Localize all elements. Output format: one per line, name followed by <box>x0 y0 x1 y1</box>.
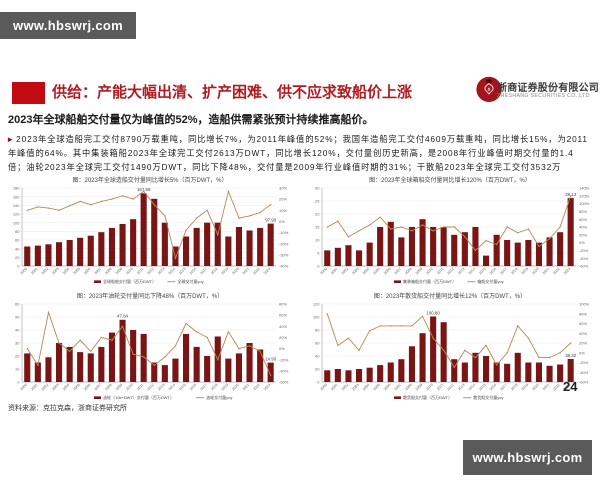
svg-text:100: 100 <box>313 315 320 320</box>
svg-text:0%: 0% <box>279 346 285 351</box>
svg-text:60: 60 <box>15 238 20 243</box>
svg-text:20%: 20% <box>279 197 287 202</box>
svg-text:50: 50 <box>15 315 20 320</box>
svg-text:40%: 40% <box>279 324 287 329</box>
svg-text:10%: 10% <box>279 208 287 213</box>
svg-text:-20%: -20% <box>279 357 289 362</box>
svg-text:-40%: -40% <box>279 369 289 374</box>
svg-text:140: 140 <box>13 203 20 208</box>
svg-text:20%: 20% <box>579 232 587 237</box>
svg-text:160: 160 <box>13 194 20 199</box>
svg-text:80: 80 <box>15 229 20 234</box>
svg-text:20: 20 <box>15 354 20 359</box>
svg-text:20: 20 <box>315 367 320 372</box>
svg-text:60: 60 <box>315 341 320 346</box>
svg-text:图：2023年全球箱船交付量同比增长120%（百万DWT，%: 图：2023年全球箱船交付量同比增长120%（百万DWT，%） <box>369 176 531 184</box>
svg-text:箱船交付量yoy: 箱船交付量yoy <box>477 278 503 284</box>
svg-text:图：2023年全球造船交付量同比增长5%（百万DWT，%）: 图：2023年全球造船交付量同比增长5%（百万DWT，%） <box>72 176 227 184</box>
svg-text:0%: 0% <box>579 350 585 355</box>
svg-text:40: 40 <box>15 328 20 333</box>
svg-text:40: 40 <box>15 246 20 251</box>
svg-text:-20%: -20% <box>579 360 589 365</box>
svg-text:20: 20 <box>315 212 320 217</box>
svg-text:全球交付量yoy: 全球交付量yoy <box>177 278 203 284</box>
svg-text:-20%: -20% <box>579 248 589 253</box>
svg-text:-60%: -60% <box>579 380 589 385</box>
svg-text:80: 80 <box>315 328 320 333</box>
svg-text:-40%: -40% <box>579 256 589 261</box>
svg-text:40%: 40% <box>579 225 587 230</box>
svg-text:-30%: -30% <box>279 253 289 258</box>
svg-text:100: 100 <box>13 220 20 225</box>
svg-text:-60%: -60% <box>579 264 589 269</box>
svg-text:25: 25 <box>315 199 320 204</box>
svg-text:30: 30 <box>15 341 20 346</box>
svg-text:120: 120 <box>313 302 320 307</box>
svg-text:油轮（10k+DWT）交付量（百万DWT）: 油轮（10k+DWT）交付量（百万DWT） <box>103 394 174 400</box>
svg-text:40%: 40% <box>579 331 587 336</box>
svg-text:-10%: -10% <box>279 230 289 235</box>
svg-text:120: 120 <box>13 212 20 217</box>
svg-text:97.90: 97.90 <box>265 217 277 222</box>
svg-text:60%: 60% <box>279 313 287 318</box>
svg-text:60: 60 <box>15 302 20 307</box>
svg-text:30: 30 <box>315 186 320 191</box>
svg-text:-40%: -40% <box>579 370 589 375</box>
svg-text:0%: 0% <box>579 240 585 245</box>
svg-text:15: 15 <box>315 225 320 230</box>
svg-text:集装箱船交付量（百万DWT）: 集装箱船交付量（百万DWT） <box>403 278 456 284</box>
svg-text:-20%: -20% <box>279 241 289 246</box>
svg-text:100%: 100% <box>579 302 590 307</box>
svg-text:60%: 60% <box>579 321 587 326</box>
svg-text:10: 10 <box>315 238 320 243</box>
svg-text:0%: 0% <box>279 219 285 224</box>
svg-text:-60%: -60% <box>279 380 289 385</box>
svg-text:140%: 140% <box>579 186 590 191</box>
svg-text:散货船交付量yoy: 散货船交付量yoy <box>473 394 503 400</box>
svg-text:图：2023年散货船交付量同比增长12%（百万DWT，%）: 图：2023年散货船交付量同比增长12%（百万DWT，%） <box>374 292 526 300</box>
svg-text:100%: 100% <box>579 201 590 206</box>
svg-text:全球船舶交付量（百万DWT）: 全球船舶交付量（百万DWT） <box>103 278 156 284</box>
svg-text:40: 40 <box>315 354 320 359</box>
svg-text:180: 180 <box>13 186 20 191</box>
svg-text:100.80: 100.80 <box>426 310 440 315</box>
svg-text:35.32: 35.32 <box>565 353 577 358</box>
svg-text:14.90: 14.90 <box>265 356 277 361</box>
svg-text:20: 20 <box>15 255 20 260</box>
svg-text:20%: 20% <box>279 335 287 340</box>
svg-text:散货船交付量（百万DWT）: 散货船交付量（百万DWT） <box>403 394 452 400</box>
svg-text:80%: 80% <box>579 311 587 316</box>
svg-text:10: 10 <box>15 367 20 372</box>
svg-text:80%: 80% <box>279 302 287 307</box>
svg-text:47.84: 47.84 <box>117 314 129 319</box>
svg-text:120%: 120% <box>579 193 590 198</box>
svg-text:20%: 20% <box>579 341 587 346</box>
svg-text:-40%: -40% <box>279 264 289 269</box>
svg-text:80%: 80% <box>579 209 587 214</box>
svg-text:30%: 30% <box>279 186 287 191</box>
svg-text:图：2023年油轮交付量同比下降48%（百万DWT，%）: 图：2023年油轮交付量同比下降48%（百万DWT，%） <box>77 292 223 300</box>
svg-text:油轮交付量yoy: 油轮交付量yoy <box>206 394 232 400</box>
svg-text:60%: 60% <box>579 217 587 222</box>
